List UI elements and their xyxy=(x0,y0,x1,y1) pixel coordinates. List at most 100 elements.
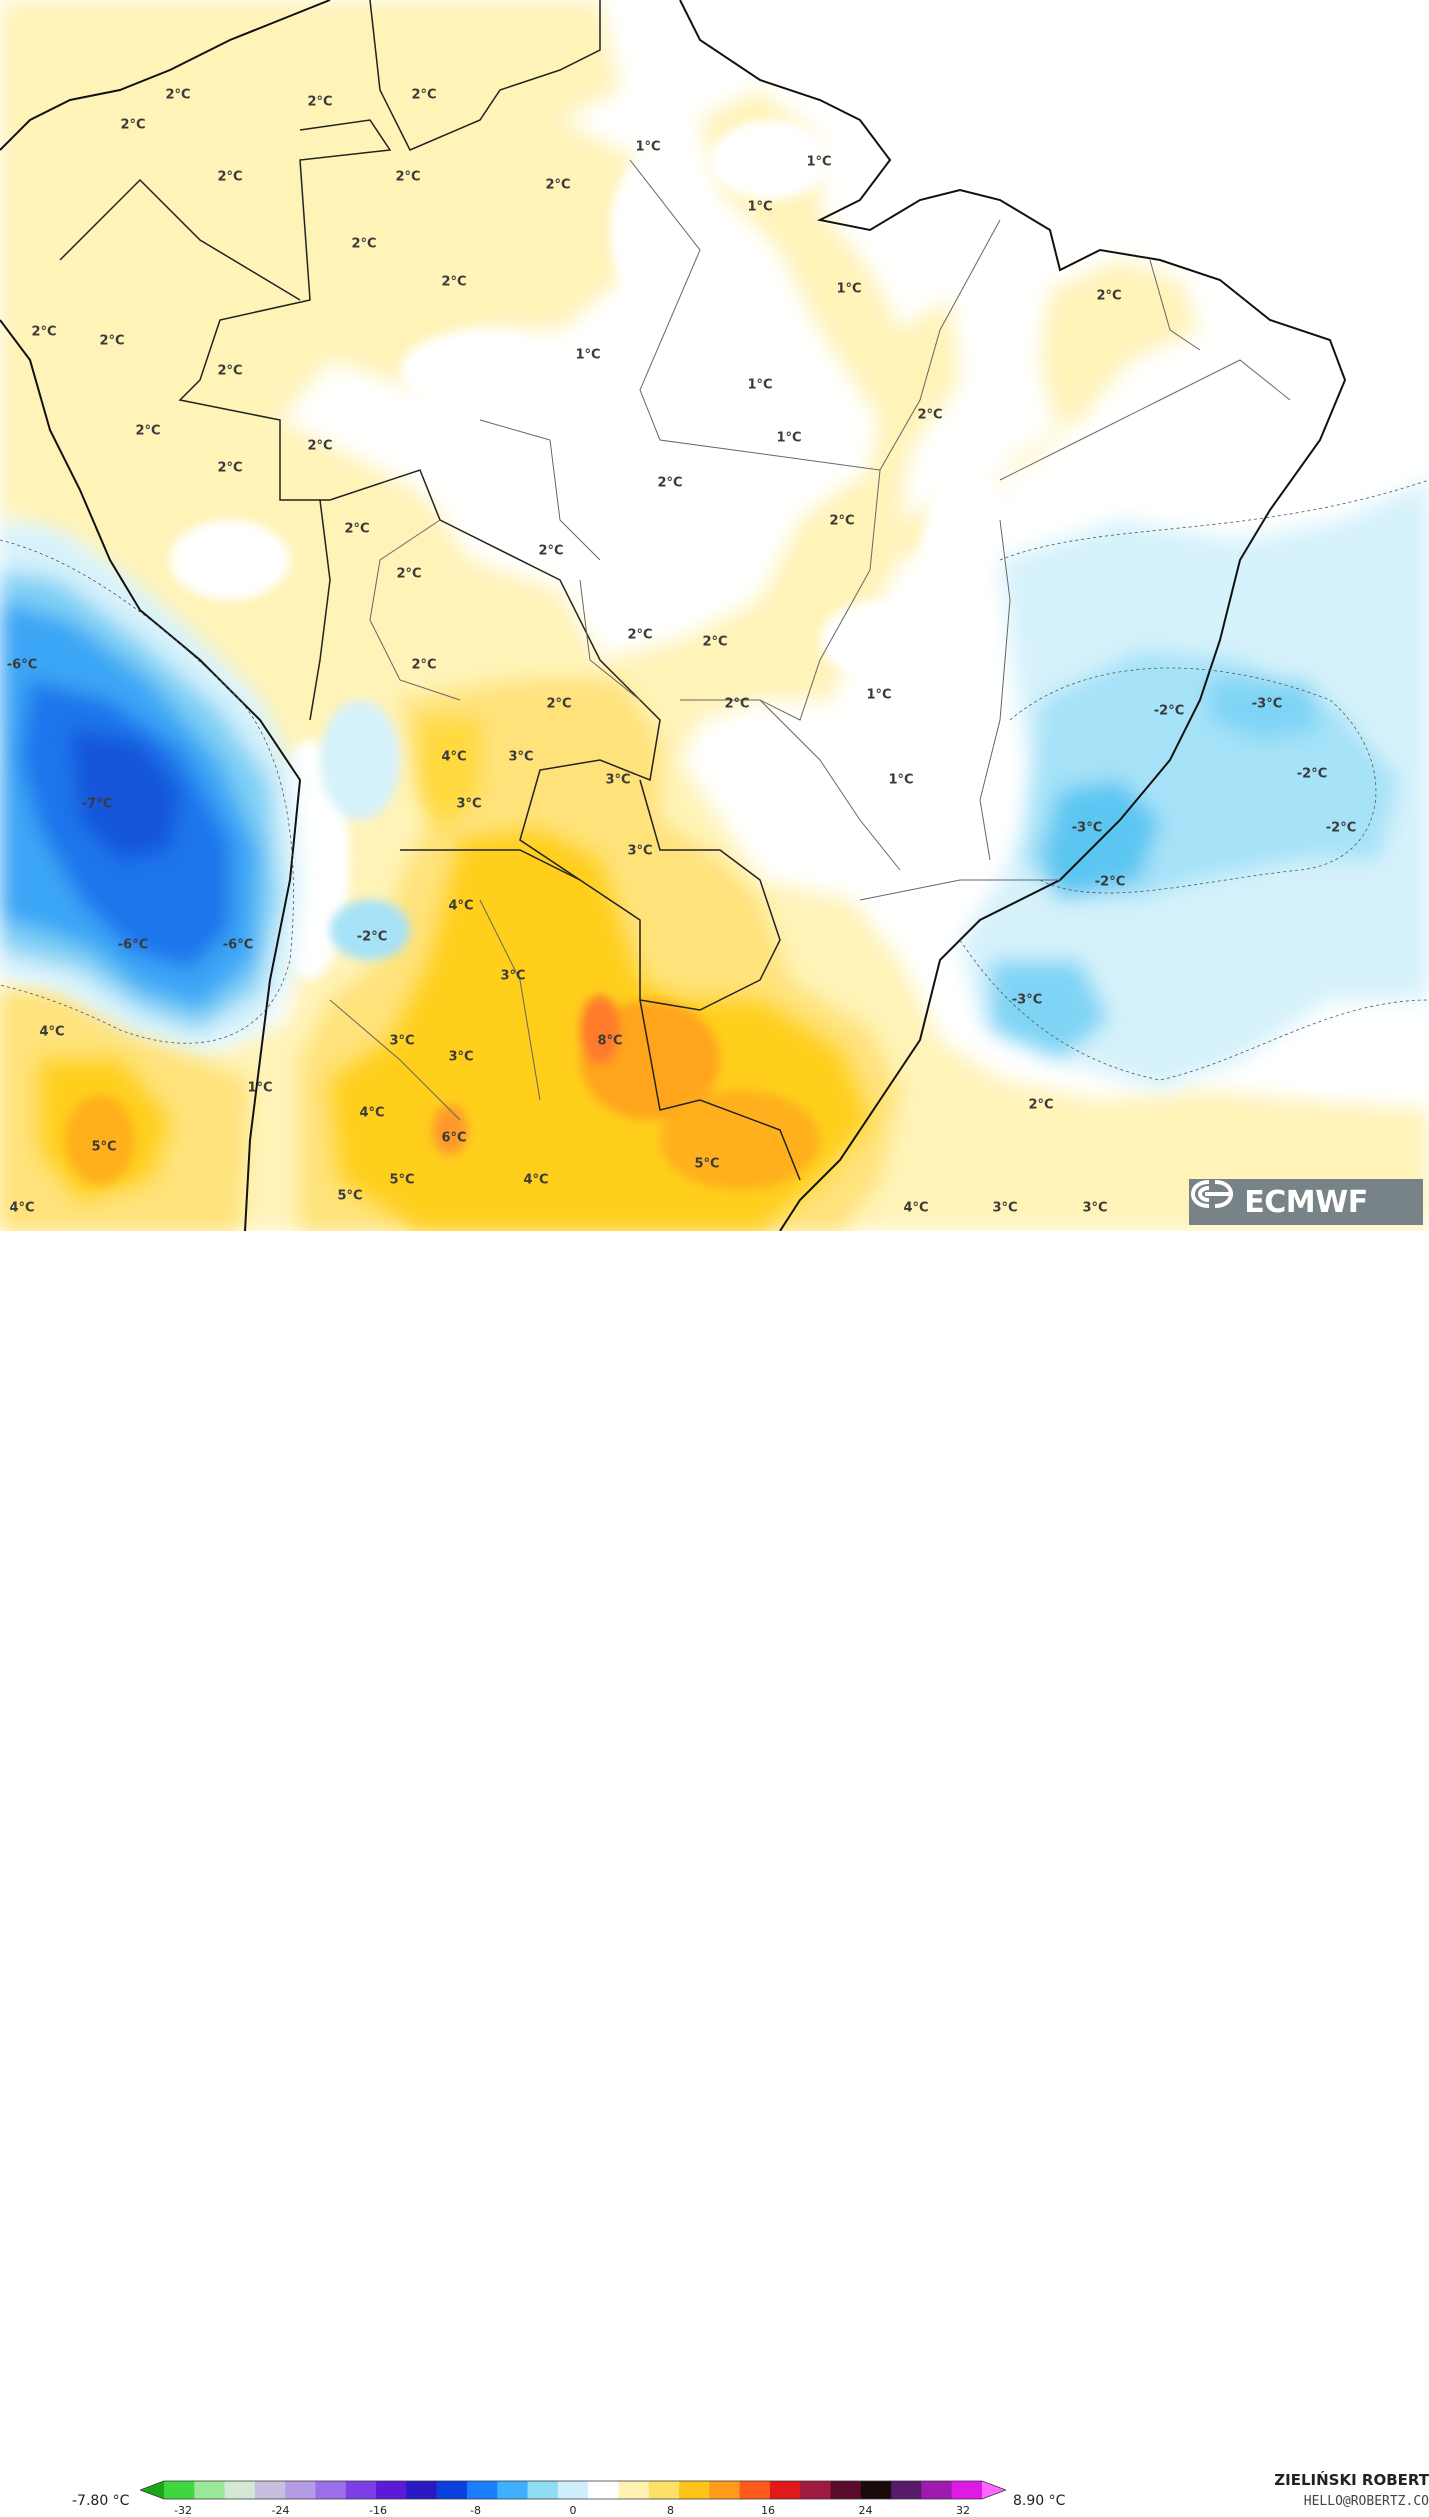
temperature-label: 2°C xyxy=(829,513,855,529)
temperature-label: 2°C xyxy=(217,363,243,379)
temperature-label: 2°C xyxy=(307,94,333,110)
colorbar-segment xyxy=(891,2481,923,2499)
temperature-label: 2°C xyxy=(702,634,728,650)
cold-andes-patch xyxy=(320,700,410,960)
colorbar-segment xyxy=(830,2481,862,2499)
temperature-label: 4°C xyxy=(359,1105,385,1121)
colorbar-segment xyxy=(860,2481,892,2499)
temperature-label: 4°C xyxy=(903,1200,929,1216)
temperature-label: 2°C xyxy=(917,407,943,423)
temperature-label: 1°C xyxy=(836,281,862,297)
temperature-label: 2°C xyxy=(538,543,564,559)
colorbar-segment xyxy=(164,2481,195,2499)
temperature-label: 2°C xyxy=(307,438,333,454)
colorbar-segment xyxy=(557,2481,589,2499)
temperature-label: 2°C xyxy=(411,657,437,673)
temperature-label: 1°C xyxy=(806,154,832,170)
temperature-label: 2°C xyxy=(31,324,57,340)
temperature-label: 4°C xyxy=(448,898,474,914)
temperature-label: -6°C xyxy=(222,937,254,953)
temperature-label: 2°C xyxy=(657,475,683,491)
temperature-label: 5°C xyxy=(91,1139,117,1155)
temperature-label: 1°C xyxy=(635,139,661,155)
colorbar-segment xyxy=(588,2481,620,2499)
map-canvas xyxy=(0,0,1429,1231)
colorbar-min-label: -7.80 °C xyxy=(72,2493,130,2509)
cold-anomaly-field-pacific xyxy=(0,520,300,1050)
colorbar-segment xyxy=(285,2481,317,2499)
author-email: HELLO@ROBERTZ.CO xyxy=(1303,2494,1429,2509)
colorbar-segment xyxy=(921,2481,953,2499)
colorbar-segment xyxy=(769,2481,801,2499)
colorbar-segment xyxy=(618,2481,650,2499)
temperature-label: 2°C xyxy=(120,117,146,133)
colorbar-tick-label: 32 xyxy=(956,2504,970,2517)
temperature-label: 2°C xyxy=(165,87,191,103)
temperature-label: 5°C xyxy=(337,1188,363,1204)
colorbar-tick-label: -16 xyxy=(369,2504,387,2517)
colorbar-segment xyxy=(254,2481,286,2499)
colorbar-max-arrow xyxy=(982,2481,1006,2499)
colorbar xyxy=(140,2480,1006,2500)
colorbar-segment xyxy=(648,2481,680,2499)
temperature-label: 5°C xyxy=(389,1172,415,1188)
temperature-label: -6°C xyxy=(6,657,38,673)
colorbar-segment xyxy=(679,2481,710,2499)
temperature-label: 2°C xyxy=(441,274,467,290)
temperature-label: 1°C xyxy=(575,347,601,363)
temperature-label: 6°C xyxy=(441,1130,467,1146)
temperature-label: 4°C xyxy=(523,1172,549,1188)
temperature-label: 2°C xyxy=(99,333,125,349)
temperature-label: 3°C xyxy=(992,1200,1018,1216)
temperature-label: 2°C xyxy=(1096,288,1122,304)
colorbar-segment xyxy=(709,2481,741,2499)
temperature-label: 1°C xyxy=(776,430,802,446)
temperature-label: 3°C xyxy=(500,968,526,984)
colorbar-tick-label: -24 xyxy=(271,2504,290,2517)
colorbar-segment xyxy=(224,2481,256,2499)
colorbar-tick-label: 0 xyxy=(569,2504,577,2517)
colorbar-segment xyxy=(376,2481,407,2499)
cold-anomaly-field-atlantic xyxy=(960,480,1429,1090)
colorbar-tick-label: 16 xyxy=(761,2504,775,2517)
colorbar-max-label: 8.90 °C xyxy=(1013,2493,1066,2509)
temperature-label: 2°C xyxy=(546,696,572,712)
temperature-label: 1°C xyxy=(747,199,773,215)
ecmwf-logo-icon xyxy=(1190,1180,1233,1208)
temperature-label: -3°C xyxy=(1251,696,1283,712)
colorbar-tick-label: 8 xyxy=(667,2504,674,2517)
temperature-label: 2°C xyxy=(351,236,377,252)
temperature-label: 2°C xyxy=(135,423,161,439)
state-borders xyxy=(329,159,1291,1121)
colorbar-segment xyxy=(527,2481,559,2499)
hot-spots xyxy=(65,995,820,1190)
temperature-label: 4°C xyxy=(39,1024,65,1040)
temperature-label: 2°C xyxy=(724,696,750,712)
temperature-label: 1°C xyxy=(747,377,773,393)
colorbar-segment xyxy=(951,2481,983,2499)
colorbar-segment xyxy=(497,2481,529,2499)
temperature-label: 2°C xyxy=(344,521,370,537)
colorbar-segment xyxy=(315,2481,347,2499)
temperature-label: 2°C xyxy=(627,627,653,643)
temperature-label: -2°C xyxy=(1094,874,1126,890)
temperature-label: 2°C xyxy=(217,169,243,185)
temperature-label: 3°C xyxy=(448,1049,474,1065)
colorbar-segment xyxy=(800,2481,832,2499)
colorbar-segment xyxy=(345,2481,377,2499)
temperature-anomaly-map: 2°C 2°C 2°C 2°C 1°C 1°C 2°C 2°C 2°C 1°C 2°C 2°C 1°C 2… xyxy=(0,0,1429,1231)
colorbar-segment xyxy=(406,2481,438,2499)
ecmwf-logo: ECMWF xyxy=(1189,1179,1423,1225)
colorbar-segment xyxy=(466,2481,498,2499)
temperature-label: 4°C xyxy=(9,1200,35,1216)
temperature-label: -2°C xyxy=(1296,766,1328,782)
temperature-label: 2°C xyxy=(411,87,437,103)
temperature-label: 3°C xyxy=(605,772,631,788)
contour-lines xyxy=(0,479,1429,1081)
temperature-label: -2°C xyxy=(356,929,388,945)
colorbar-segment xyxy=(739,2481,771,2499)
temperature-label: 4°C xyxy=(441,749,467,765)
footer: -7.80 °C 8.90 °C -32 -24 -16 -8 0 8 16 24 32 ZIE… xyxy=(0,1231,1429,2517)
temperature-label: 2°C xyxy=(395,169,421,185)
temperature-label: 2°C xyxy=(217,460,243,476)
